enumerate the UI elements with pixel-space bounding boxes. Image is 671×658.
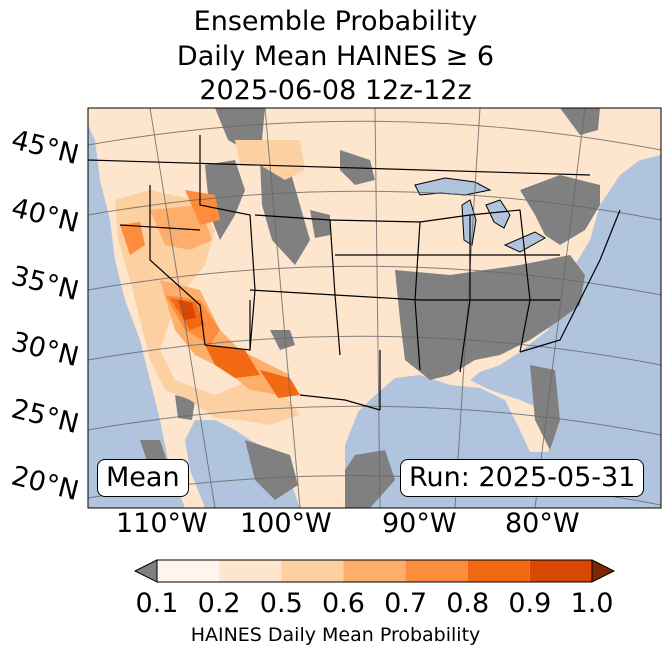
graticule	[88, 108, 661, 508]
colorbar-under-arrow	[133, 559, 158, 583]
colorbar-tick-label: 0.5	[259, 588, 303, 619]
colorbar-tick-label: 0.1	[135, 588, 179, 619]
colorbar-tick-label: 0.9	[508, 588, 552, 619]
colorbar-segment	[219, 560, 282, 582]
colorbar-tick-label: 0.2	[197, 588, 241, 619]
colorbar-frame	[156, 559, 593, 583]
title-line-2: Daily Mean HAINES ≥ 6	[176, 41, 495, 72]
map-frame	[87, 107, 662, 509]
colorbar	[133, 559, 616, 583]
colorbar-segment	[343, 560, 406, 582]
probability-regions	[115, 140, 305, 425]
colorbar-label: HAINES Daily Mean Probability	[190, 624, 481, 646]
colorbar-over-arrow	[591, 559, 616, 583]
colorbar-tick-label: 1.0	[570, 588, 614, 619]
colorbar-segment	[529, 560, 592, 582]
title-line-1: Ensemble Probability	[193, 6, 478, 37]
nodata-regions	[140, 108, 600, 508]
colorbar-segment	[405, 560, 468, 582]
colorbar-tick-label: 0.8	[446, 588, 490, 619]
longitude-label-90: 90°W	[382, 508, 457, 539]
colorbar-tick-label: 0.7	[384, 588, 428, 619]
longitude-label-100: 100°W	[240, 508, 332, 539]
stat-label: Mean	[97, 459, 189, 497]
run-label: Run: 2025-05-31	[400, 459, 645, 497]
colorbar-tick-label: 0.6	[321, 588, 365, 619]
longitude-label-80: 80°W	[505, 508, 580, 539]
colorbar-segment	[281, 560, 344, 582]
state-boundaries	[88, 135, 621, 411]
colorbar-segment	[157, 560, 220, 582]
longitude-label-110: 110°W	[116, 508, 208, 539]
title-line-3: 2025-06-08 12z-12z	[199, 75, 472, 106]
colorbar-segment	[467, 560, 530, 582]
